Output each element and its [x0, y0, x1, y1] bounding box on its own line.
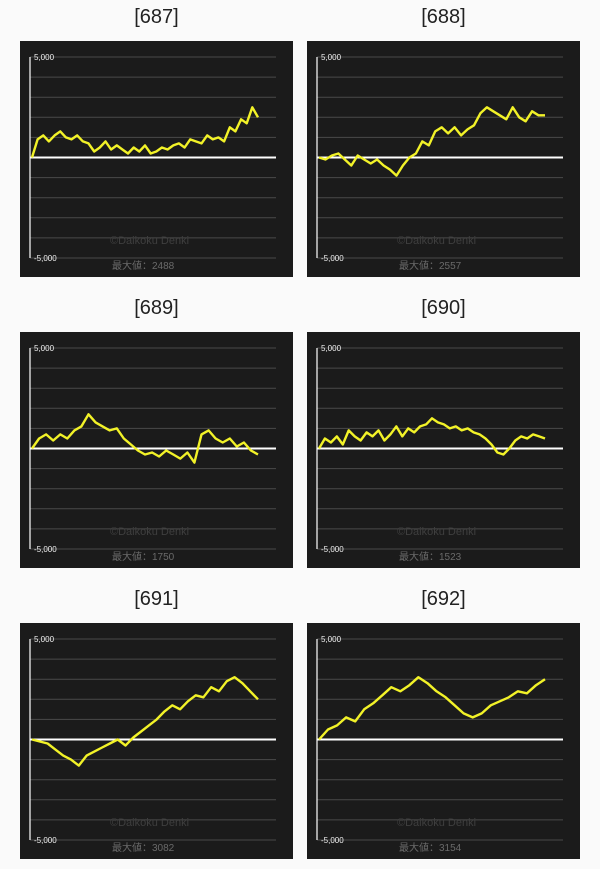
watermark-text: ©Daikoku Denki: [110, 817, 189, 829]
series-line: [31, 676, 259, 767]
series-line: [318, 676, 546, 741]
line-chart: ©Daikoku Denki 5,000 -5,000 最大値：3082: [29, 635, 276, 854]
line-chart: ©Daikoku Denki 5,000 -5,000 最大値：1750: [29, 344, 276, 563]
chart-title: [687]: [134, 6, 179, 28]
series-line: [317, 417, 546, 456]
chart-title: [692]: [421, 588, 466, 610]
line-chart: ©Daikoku Denki 5,000 -5,000 最大値：3154: [316, 635, 563, 854]
series-line: [31, 413, 259, 464]
line-chart: ©Daikoku Denki 5,000 -5,000 最大値：2488: [29, 53, 276, 272]
max-value-label: 最大値：2557: [399, 259, 462, 272]
chart-box: ©Daikoku Denki 5,000 -5,000 最大値：2488: [20, 41, 293, 277]
line-chart: ©Daikoku Denki 5,000 -5,000 最大値：1523: [316, 344, 563, 563]
max-value-label: 最大値：3082: [112, 841, 175, 854]
chart-box: ©Daikoku Denki 5,000 -5,000 最大値：1750: [20, 332, 293, 568]
watermark-text: ©Daikoku Denki: [110, 235, 189, 247]
series-line: [30, 106, 260, 158]
watermark-text: ©Daikoku Denki: [110, 526, 189, 538]
y-tick-label: -5,000: [34, 254, 57, 263]
y-tick-label: -5,000: [34, 545, 57, 554]
chart-box: ©Daikoku Denki 5,000 -5,000 最大値：3082: [20, 623, 293, 859]
y-tick-label: -5,000: [321, 836, 344, 845]
max-value-label: 最大値：1523: [399, 550, 462, 563]
y-tick-label: 5,000: [321, 53, 342, 62]
y-tick-label: 5,000: [34, 635, 55, 644]
line-chart: ©Daikoku Denki 5,000 -5,000 最大値：2557: [316, 53, 563, 272]
chart-box: ©Daikoku Denki 5,000 -5,000 最大値：2557: [307, 41, 580, 277]
watermark-text: ©Daikoku Denki: [397, 526, 476, 538]
chart-title: [691]: [134, 588, 179, 610]
series-line: [318, 106, 545, 177]
max-value-label: 最大値：3154: [399, 841, 462, 854]
y-tick-label: 5,000: [321, 344, 342, 353]
chart-title: [690]: [421, 297, 466, 319]
y-tick-label: 5,000: [34, 344, 55, 353]
chart-title: [689]: [134, 297, 179, 319]
y-tick-label: 5,000: [321, 635, 342, 644]
y-tick-label: -5,000: [321, 254, 344, 263]
watermark-text: ©Daikoku Denki: [397, 817, 476, 829]
max-value-label: 最大値：1750: [112, 550, 175, 563]
chart-box: ©Daikoku Denki 5,000 -5,000 最大値：1523: [307, 332, 580, 568]
chart-title: [688]: [421, 6, 466, 28]
y-tick-label: 5,000: [34, 53, 55, 62]
watermark-text: ©Daikoku Denki: [397, 235, 476, 247]
y-tick-label: -5,000: [34, 836, 57, 845]
y-tick-label: -5,000: [321, 545, 344, 554]
max-value-label: 最大値：2488: [112, 259, 175, 272]
chart-box: ©Daikoku Denki 5,000 -5,000 最大値：3154: [307, 623, 580, 859]
